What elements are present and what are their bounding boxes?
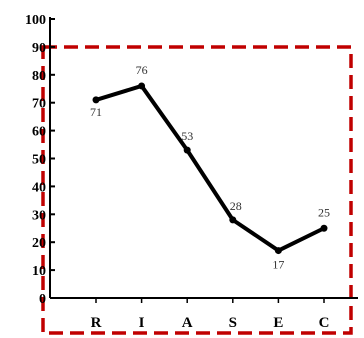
data-label: 76 bbox=[136, 63, 148, 77]
data-label: 28 bbox=[230, 199, 242, 213]
x-tick-label: A bbox=[182, 315, 193, 331]
y-tick-label: 100 bbox=[25, 13, 46, 28]
data-point bbox=[274, 247, 282, 255]
x-tick-label: E bbox=[273, 315, 283, 331]
x-tick-label: I bbox=[139, 315, 145, 331]
y-tick-label: 40 bbox=[32, 180, 46, 195]
data-label: 53 bbox=[181, 129, 193, 143]
highlight-layer bbox=[41, 45, 353, 335]
data-point bbox=[138, 82, 146, 90]
y-tick-label: 30 bbox=[32, 208, 46, 223]
data-point bbox=[229, 216, 237, 224]
data-label: 17 bbox=[272, 258, 284, 272]
y-tick-label: 0 bbox=[39, 292, 46, 307]
x-tick-label: R bbox=[91, 315, 102, 331]
series-layer bbox=[92, 82, 328, 255]
y-tick-label: 90 bbox=[32, 41, 46, 56]
y-tick-label: 20 bbox=[32, 236, 46, 251]
data-label: 25 bbox=[318, 205, 330, 219]
data-point bbox=[320, 224, 328, 232]
y-tick-label: 70 bbox=[32, 97, 46, 112]
data-point bbox=[92, 96, 100, 104]
y-tick-label: 10 bbox=[32, 264, 46, 279]
data-point bbox=[183, 146, 191, 154]
series-line bbox=[94, 83, 326, 253]
y-tick-label: 60 bbox=[32, 125, 46, 140]
label-layer: 71 76 53 28 17 25 bbox=[90, 63, 330, 272]
data-label: 71 bbox=[90, 105, 102, 119]
x-tick-label: C bbox=[319, 315, 330, 331]
y-tick-label: 80 bbox=[32, 69, 46, 84]
x-tick-label: S bbox=[229, 315, 237, 331]
axis-layer: 0 10 20 30 40 50 60 70 80 90 100 R I A S E C bbox=[25, 13, 358, 331]
highlight-box bbox=[41, 45, 353, 335]
y-tick-label: 50 bbox=[32, 153, 46, 168]
